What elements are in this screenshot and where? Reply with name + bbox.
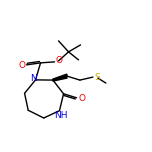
- Text: O: O: [18, 61, 25, 70]
- Text: N: N: [30, 74, 37, 83]
- Polygon shape: [53, 74, 67, 81]
- Text: O: O: [78, 94, 85, 103]
- Text: S: S: [94, 73, 100, 82]
- Text: NH: NH: [54, 111, 67, 120]
- Text: O: O: [55, 56, 62, 65]
